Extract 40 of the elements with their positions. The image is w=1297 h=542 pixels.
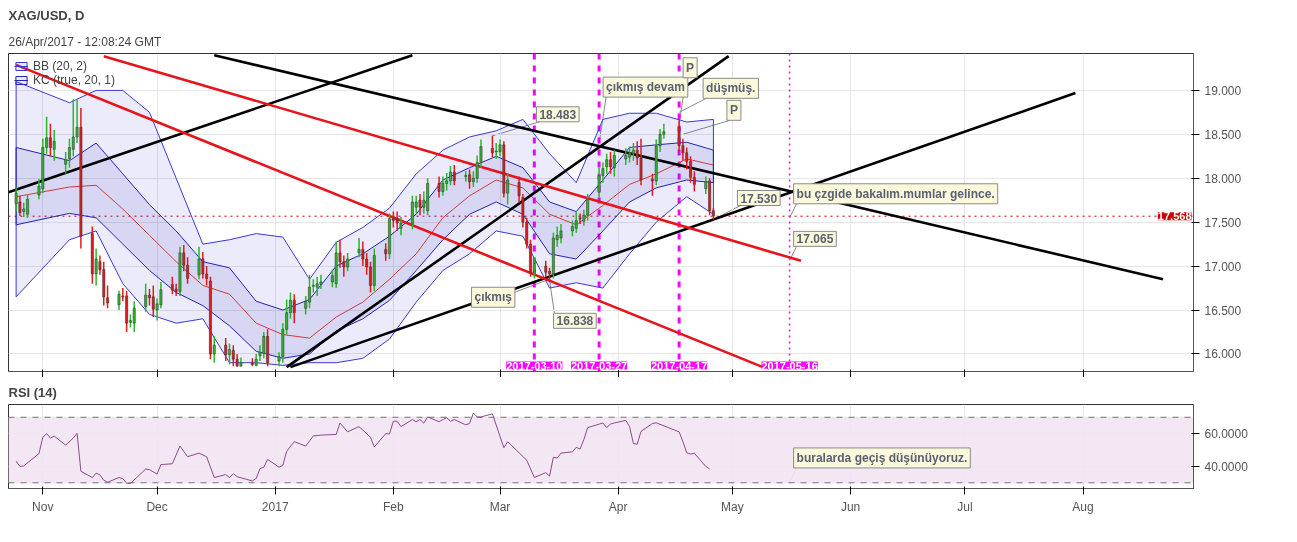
ref-line-label: 17.568: [1157, 210, 1192, 223]
x-tick-label: May: [721, 499, 744, 514]
x-tick-label: 2017: [261, 499, 289, 514]
legend-label: KC (true, 20, 1): [33, 73, 116, 87]
x-tick-label: Mar: [489, 499, 511, 514]
x-tick-label: Aug: [1072, 499, 1094, 514]
x-tick-label: Jul: [957, 499, 973, 514]
y-tick-label: 17.500: [1204, 215, 1242, 230]
ref-line-label: 2017-05-16: [761, 359, 818, 372]
y-tick-label: 40.0000: [1204, 459, 1249, 474]
ref-line-label: 2017-04-17: [650, 359, 708, 372]
x-tick-label: Feb: [383, 499, 404, 514]
annotation: çıkmış: [474, 290, 513, 305]
annotation: 17.065: [796, 232, 834, 247]
text: 26/Apr/2017 - 12:08:24 GMT: [8, 34, 162, 49]
legend-label: BB (20, 2): [33, 59, 88, 73]
annotation: P: [729, 103, 738, 118]
chart-title: RSI (14): [8, 384, 57, 400]
x-tick-label: Nov: [32, 499, 54, 514]
y-tick-label: 18.500: [1204, 127, 1242, 142]
x-tick-label: Dec: [146, 499, 168, 514]
x-tick-label: Apr: [608, 499, 628, 514]
annotation: 16.838: [556, 314, 594, 329]
annotation: bu çzgide bakalım.mumlar gelince.: [796, 186, 995, 201]
y-tick-label: 18.000: [1204, 171, 1242, 186]
y-tick-label: 16.000: [1204, 347, 1242, 362]
ref-line-label: 2017-03-10: [506, 359, 563, 372]
annotation: düşmüş.: [706, 81, 756, 96]
y-tick-label: 16.500: [1204, 303, 1242, 318]
annotation: çıkmış devam: [606, 80, 685, 95]
x-tick-label: Jun: [840, 499, 861, 514]
annotation: 18.483: [539, 107, 577, 122]
ref-line-label: 2017-03-27: [570, 359, 628, 372]
y-tick-label: 60.0000: [1204, 427, 1249, 442]
annotation: 17.530: [740, 191, 778, 206]
chart-title: XAG/USD, D: [8, 7, 85, 23]
annotation: P: [686, 60, 695, 75]
y-tick-label: 19.000: [1204, 83, 1242, 98]
annotation: buralarda geçiş düşünüyoruz.: [796, 450, 968, 465]
y-tick-label: 17.000: [1204, 259, 1242, 274]
